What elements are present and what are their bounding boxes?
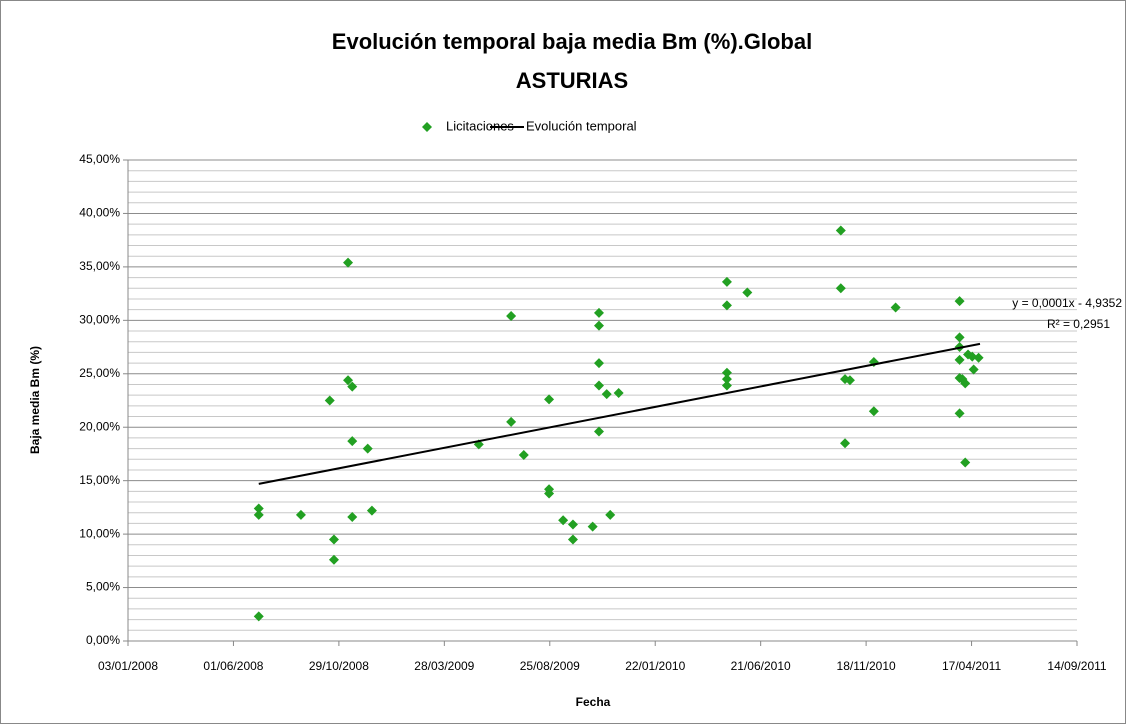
legend-text: Licitaciones [446,118,514,133]
point [593,358,604,369]
trend-line [258,342,981,485]
point [721,374,732,385]
point [593,320,604,331]
x-tick-label: 21/06/2010 [731,659,791,673]
point [973,352,984,363]
point [544,394,555,405]
point [954,296,965,307]
point [343,257,354,268]
legend-text: Evolución temporal [526,118,637,133]
point [721,300,732,311]
y-axis-title: Baja media Bm (%) [28,346,42,454]
point [890,302,901,313]
point [601,389,612,400]
annotation: R² = 0,2951 [1047,317,1110,331]
y-tick-label: 10,00% [79,526,120,540]
point [613,388,624,399]
x-tick-label: 03/01/2008 [98,659,158,673]
x-tick-label: 25/08/2009 [520,659,580,673]
point [954,354,965,365]
y-tick-label: 45,00% [79,152,120,166]
x-tick-label: 22/01/2010 [625,659,685,673]
point [587,521,598,532]
y-tick-label: 25,00% [79,366,120,380]
x-tick-label: 18/11/2010 [837,659,896,673]
point [324,395,335,406]
point [868,406,879,417]
point [954,408,965,419]
y-tick-label: 20,00% [79,419,120,433]
point [295,509,306,520]
point [954,332,965,343]
y-tick-label: 40,00% [79,206,120,220]
point [593,380,604,391]
point [835,283,846,294]
point [253,503,264,514]
point [721,380,732,391]
point [347,381,358,392]
point [558,515,569,526]
legend-marker [422,122,432,132]
point [593,307,604,318]
point [844,375,855,386]
point [593,426,604,437]
chart-title: Evolución temporal baja media Bm (%).Glo… [332,29,812,54]
point [328,554,339,565]
point [567,534,578,545]
point [253,611,264,622]
point [518,450,529,461]
annotation: y = 0,0001x - 4,9352 [1012,296,1122,310]
y-tick-label: 0,00% [86,633,120,647]
x-tick-label: 17/04/2011 [942,659,1001,673]
y-tick-label: 35,00% [79,259,120,273]
point [347,512,358,523]
point [960,457,971,468]
point [347,436,358,447]
y-tick-label: 15,00% [79,473,120,487]
point [968,364,979,375]
point [253,509,264,520]
chart-subtitle: ASTURIAS [516,68,628,93]
point [840,438,851,449]
point [506,311,517,322]
point [506,416,517,427]
point [366,505,377,516]
point [721,367,732,378]
point [544,488,555,499]
point [605,509,616,520]
x-tick-label: 01/06/2008 [203,659,263,673]
point [835,225,846,236]
y-tick-label: 5,00% [86,580,120,594]
x-axis-title: Fecha [576,695,611,709]
point [362,443,373,454]
point [960,378,971,389]
point [742,287,753,298]
y-tick-label: 30,00% [79,313,120,327]
point [328,534,339,545]
point [721,276,732,287]
x-tick-label: 28/03/2009 [414,659,474,673]
point [343,375,354,386]
x-tick-label: 14/09/2011 [1047,659,1106,673]
x-tick-label: 29/10/2008 [309,659,369,673]
point [967,351,978,362]
point [567,519,578,530]
